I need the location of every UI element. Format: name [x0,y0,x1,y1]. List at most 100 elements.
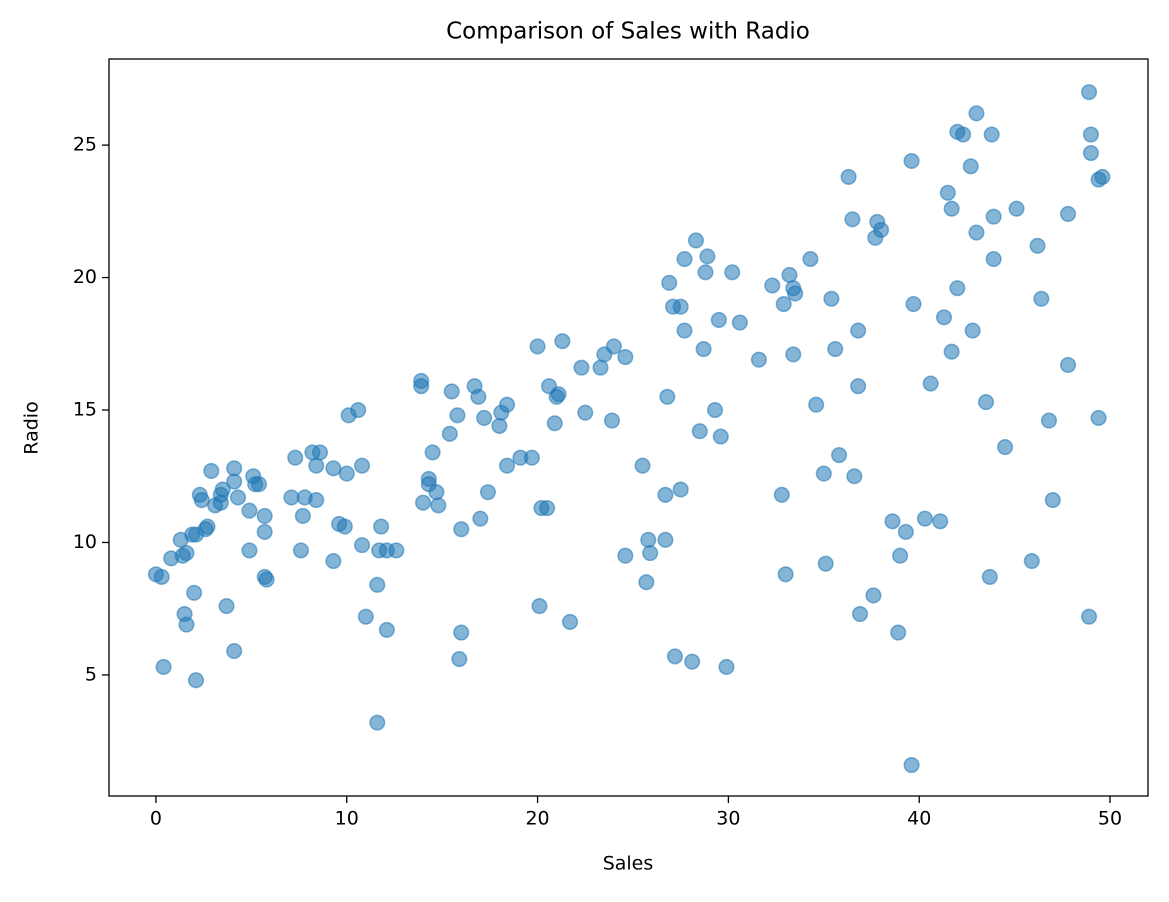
point [617,547,634,564]
point [357,608,374,625]
point [178,616,195,633]
point [764,277,781,294]
point [672,298,689,315]
point [283,489,300,506]
point [1029,237,1046,254]
point [955,126,972,143]
point [424,444,441,461]
point [777,566,794,583]
point [472,510,489,527]
point [413,378,430,395]
point [817,555,834,572]
point [691,423,708,440]
point [258,571,275,588]
y-tick-label: 25 [73,134,97,156]
x-tick-label: 0 [150,808,162,830]
point [1080,84,1098,101]
point [775,295,792,313]
point [353,457,371,474]
point [731,314,748,331]
point [603,412,621,429]
point [577,404,594,421]
point [684,653,701,670]
point [350,401,367,419]
point [634,457,651,474]
y-tick-label: 5 [85,663,97,685]
point [353,537,371,554]
point [550,386,567,403]
point [676,250,693,268]
point [529,338,546,355]
point [935,309,953,326]
point [531,598,548,615]
point [695,341,712,358]
point [325,460,342,477]
x-tick-label: 20 [525,808,549,830]
point [197,521,214,538]
point [294,507,311,525]
point [672,481,689,498]
point [187,672,205,689]
point [428,484,445,501]
point [212,486,229,503]
point [872,221,890,238]
point [962,158,979,175]
point [943,200,960,217]
point [292,542,310,559]
point [378,621,395,638]
point [498,396,516,413]
point [1059,356,1077,374]
point [884,513,901,530]
point [373,518,390,535]
point [823,290,840,307]
point [903,152,920,170]
point [554,333,571,350]
point [1059,205,1077,223]
point [638,574,655,591]
point [256,507,273,525]
point [712,428,729,445]
point [226,643,243,660]
point [369,576,386,593]
point [1090,409,1107,427]
point [939,184,956,201]
point [687,232,705,249]
point [964,322,981,339]
point [640,531,657,548]
point [1080,608,1098,625]
point [706,401,724,419]
point [892,547,909,564]
point [325,552,342,570]
point [852,605,869,623]
point [1082,126,1099,143]
point [802,250,819,268]
point [985,250,1002,268]
point [617,348,634,366]
point [388,542,405,559]
point [336,518,353,535]
point [657,531,674,548]
point [338,465,355,482]
point [523,449,540,466]
point [218,598,235,615]
point [546,415,563,432]
point [977,394,995,411]
point [710,311,727,328]
point [773,486,790,503]
plot-frame [108,58,1149,797]
x-tick-label: 30 [716,808,740,830]
point [441,425,458,442]
point [453,521,470,538]
point [241,502,258,519]
point [997,439,1014,456]
point [890,624,907,641]
point [229,489,247,506]
point [697,264,714,281]
point [226,460,243,477]
point [226,473,243,490]
point [666,648,684,665]
point [659,388,676,405]
point [443,383,460,400]
point [369,714,386,731]
